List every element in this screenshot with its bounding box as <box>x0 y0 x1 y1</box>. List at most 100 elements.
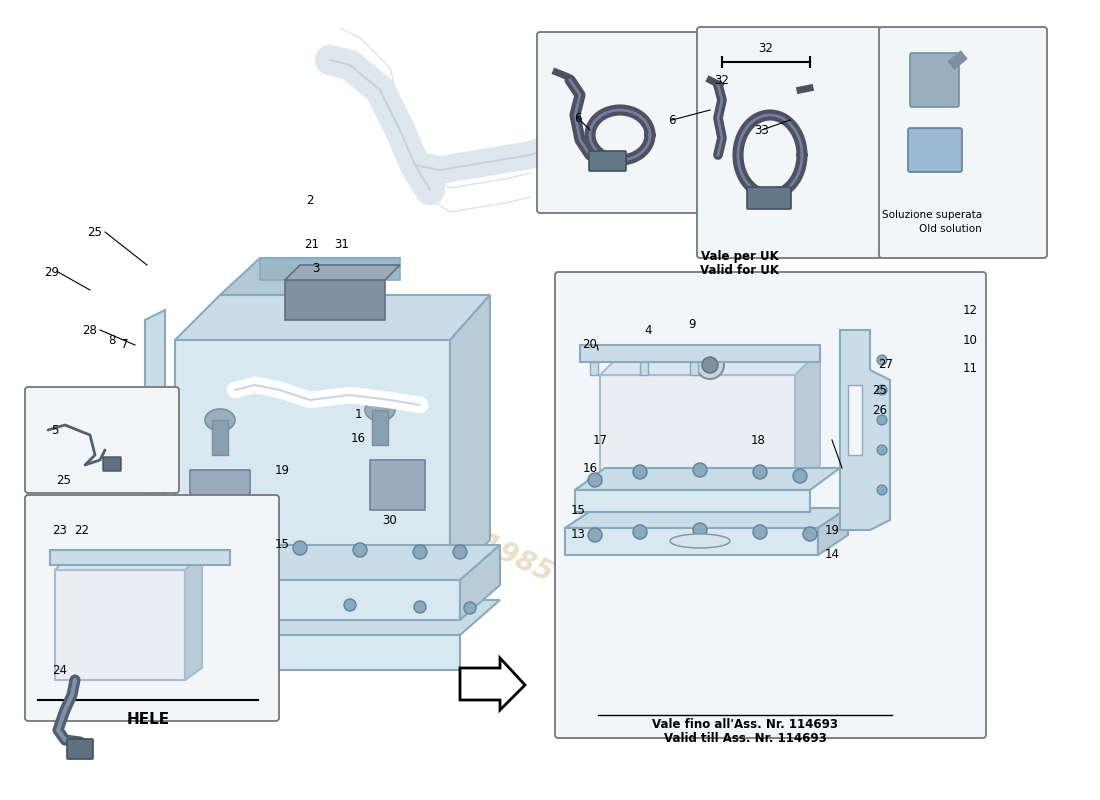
Text: 31: 31 <box>334 238 350 251</box>
Polygon shape <box>690 362 698 375</box>
Circle shape <box>632 465 647 479</box>
Text: 32: 32 <box>715 74 729 86</box>
Text: 3: 3 <box>312 262 320 274</box>
FancyBboxPatch shape <box>103 457 121 471</box>
Text: 19: 19 <box>275 463 289 477</box>
Text: Vale fino all'Ass. Nr. 114693: Vale fino all'Ass. Nr. 114693 <box>652 718 838 731</box>
FancyBboxPatch shape <box>190 470 250 525</box>
Polygon shape <box>55 570 185 680</box>
Text: 7: 7 <box>121 338 129 351</box>
Text: a part for part since 1985: a part for part since 1985 <box>575 426 884 554</box>
Ellipse shape <box>205 409 235 431</box>
FancyBboxPatch shape <box>908 128 962 172</box>
Polygon shape <box>575 490 810 512</box>
Ellipse shape <box>670 534 730 548</box>
Text: Old solution: Old solution <box>920 224 982 234</box>
Text: 26: 26 <box>872 403 888 417</box>
Text: 5: 5 <box>52 423 58 437</box>
Circle shape <box>754 525 767 539</box>
Circle shape <box>588 528 602 542</box>
Polygon shape <box>795 350 820 490</box>
Text: 29: 29 <box>44 266 59 278</box>
Circle shape <box>877 415 887 425</box>
Text: 6: 6 <box>669 114 675 126</box>
FancyBboxPatch shape <box>588 151 626 171</box>
Polygon shape <box>640 362 648 375</box>
Text: 15: 15 <box>571 503 585 517</box>
Polygon shape <box>155 600 501 635</box>
Text: Soluzione superata: Soluzione superata <box>882 210 982 220</box>
Polygon shape <box>155 635 460 670</box>
Text: 16: 16 <box>351 431 365 445</box>
Circle shape <box>453 545 468 559</box>
Polygon shape <box>600 375 795 490</box>
Text: 4: 4 <box>645 323 651 337</box>
Text: HELE: HELE <box>126 712 169 727</box>
FancyBboxPatch shape <box>25 495 279 721</box>
Polygon shape <box>175 340 450 580</box>
Circle shape <box>693 463 707 477</box>
Circle shape <box>233 543 248 557</box>
FancyBboxPatch shape <box>879 27 1047 258</box>
FancyBboxPatch shape <box>370 460 425 510</box>
Polygon shape <box>840 330 890 530</box>
Circle shape <box>754 465 767 479</box>
Circle shape <box>803 527 817 541</box>
Circle shape <box>877 445 887 455</box>
Text: 16: 16 <box>583 462 597 474</box>
FancyBboxPatch shape <box>697 27 881 258</box>
Polygon shape <box>155 580 460 620</box>
Circle shape <box>353 543 367 557</box>
Polygon shape <box>575 468 840 490</box>
FancyBboxPatch shape <box>747 187 791 209</box>
Text: a part for part since 1985: a part for part since 1985 <box>183 393 558 587</box>
Polygon shape <box>145 310 165 590</box>
Circle shape <box>632 525 647 539</box>
Circle shape <box>702 357 718 373</box>
Text: Valid for UK: Valid for UK <box>701 264 780 277</box>
Text: 1: 1 <box>354 409 362 422</box>
Polygon shape <box>155 545 501 580</box>
Circle shape <box>194 602 206 614</box>
Circle shape <box>877 385 887 395</box>
Circle shape <box>877 485 887 495</box>
Polygon shape <box>600 350 820 375</box>
Text: 25: 25 <box>56 474 72 486</box>
FancyBboxPatch shape <box>25 387 179 493</box>
Circle shape <box>877 355 887 365</box>
Circle shape <box>464 602 476 614</box>
Polygon shape <box>818 508 848 555</box>
Circle shape <box>188 548 202 562</box>
Text: 32: 32 <box>759 42 773 55</box>
FancyBboxPatch shape <box>556 272 986 738</box>
Bar <box>372 410 388 445</box>
Polygon shape <box>50 550 230 565</box>
Text: 12: 12 <box>962 303 978 317</box>
Bar <box>212 420 228 455</box>
Circle shape <box>254 599 266 611</box>
Text: 23: 23 <box>53 523 67 537</box>
Text: 15: 15 <box>275 538 289 551</box>
Text: 20: 20 <box>583 338 597 351</box>
Circle shape <box>588 473 602 487</box>
Circle shape <box>793 469 807 483</box>
Text: 9: 9 <box>689 318 695 331</box>
Polygon shape <box>175 295 490 340</box>
Text: 10: 10 <box>962 334 978 346</box>
Text: 22: 22 <box>75 523 89 537</box>
Text: 33: 33 <box>755 123 769 137</box>
Text: 25: 25 <box>88 226 102 238</box>
Text: 14: 14 <box>825 549 839 562</box>
Polygon shape <box>285 280 385 320</box>
Text: 27: 27 <box>879 358 893 371</box>
Text: 17: 17 <box>593 434 607 446</box>
Text: 13: 13 <box>571 529 585 542</box>
Text: 28: 28 <box>82 323 98 337</box>
Text: 19: 19 <box>825 523 839 537</box>
Text: 25: 25 <box>872 383 888 397</box>
Polygon shape <box>185 552 202 680</box>
Circle shape <box>344 599 356 611</box>
Text: Vale per UK: Vale per UK <box>701 250 779 263</box>
Circle shape <box>693 523 707 537</box>
Text: 18: 18 <box>750 434 766 446</box>
